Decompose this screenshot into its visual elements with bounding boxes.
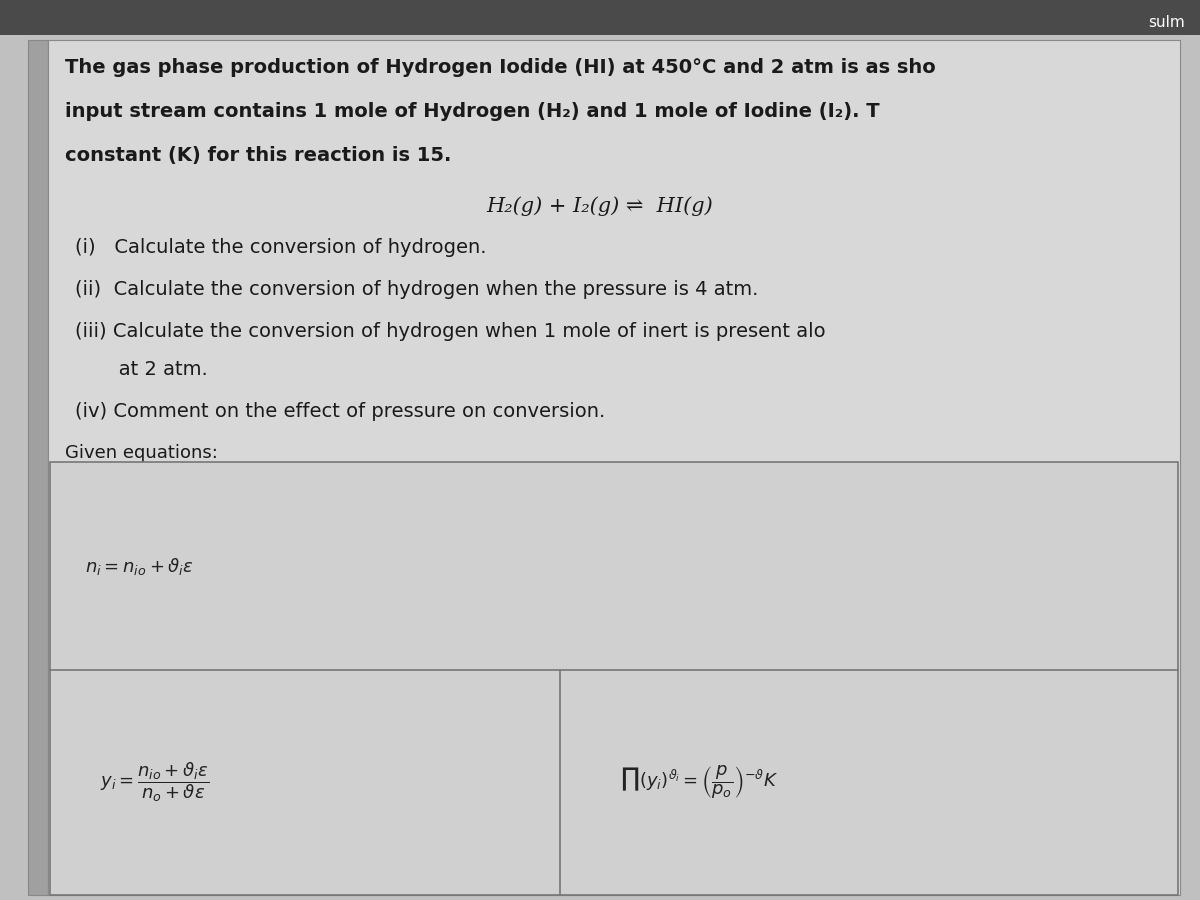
Text: sulm: sulm bbox=[1148, 14, 1186, 30]
Text: $y_i = \dfrac{n_{io} + \vartheta_i \varepsilon}{n_o + \vartheta\varepsilon}$: $y_i = \dfrac{n_{io} + \vartheta_i \vare… bbox=[100, 760, 209, 805]
Text: $n_i = n_{io} + \vartheta_i \varepsilon$: $n_i = n_{io} + \vartheta_i \varepsilon$ bbox=[85, 555, 194, 577]
Text: at 2 atm.: at 2 atm. bbox=[74, 360, 208, 380]
Text: (iv) Comment on the effect of pressure on conversion.: (iv) Comment on the effect of pressure o… bbox=[74, 402, 605, 421]
Text: (ii)  Calculate the conversion of hydrogen when the pressure is 4 atm.: (ii) Calculate the conversion of hydroge… bbox=[74, 281, 758, 300]
Text: The gas phase production of Hydrogen Iodide (HI) at 450°C and 2 atm is as sho: The gas phase production of Hydrogen Iod… bbox=[65, 58, 936, 77]
FancyBboxPatch shape bbox=[28, 40, 48, 895]
Text: H₂(g) + I₂(g) ⇌  HI(g): H₂(g) + I₂(g) ⇌ HI(g) bbox=[487, 196, 713, 216]
Text: (i)   Calculate the conversion of hydrogen.: (i) Calculate the conversion of hydrogen… bbox=[74, 238, 486, 257]
Text: $\prod(y_i)^{\vartheta_i} = \left(\dfrac{p}{p_o}\right)^{-\vartheta} K$: $\prod(y_i)^{\vartheta_i} = \left(\dfrac… bbox=[620, 764, 778, 801]
Text: (iii) Calculate the conversion of hydrogen when 1 mole of inert is present alo: (iii) Calculate the conversion of hydrog… bbox=[74, 322, 826, 341]
FancyBboxPatch shape bbox=[0, 0, 1200, 35]
Text: constant (Κ) for this reaction is 15.: constant (Κ) for this reaction is 15. bbox=[65, 146, 451, 165]
FancyBboxPatch shape bbox=[50, 463, 1178, 895]
Text: input stream contains 1 mole of Hydrogen (H₂) and 1 mole of Iodine (I₂). T: input stream contains 1 mole of Hydrogen… bbox=[65, 102, 880, 121]
Text: Given equations:: Given equations: bbox=[65, 445, 218, 463]
FancyBboxPatch shape bbox=[48, 40, 1180, 895]
